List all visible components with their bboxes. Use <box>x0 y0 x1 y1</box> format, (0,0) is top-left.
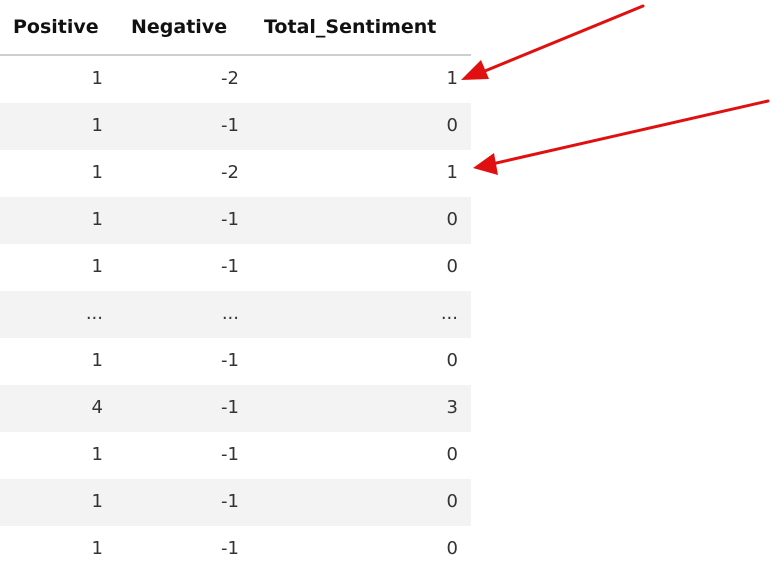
cell-total-sentiment: 0 <box>446 491 458 512</box>
cell-negative: ... <box>221 303 239 324</box>
cell-total-sentiment: 3 <box>446 397 458 418</box>
cell-positive: 1 <box>91 444 103 465</box>
table-row: 1 -1 0 <box>0 197 471 244</box>
cell-total-sentiment: 1 <box>446 68 458 89</box>
cell-positive: 1 <box>91 350 103 371</box>
arrow-1 <box>461 4 645 80</box>
cell-negative: -1 <box>221 397 239 418</box>
table-row: 1 -1 0 <box>0 244 471 291</box>
table-row: 1 -1 0 <box>0 103 471 150</box>
cell-total-sentiment: 0 <box>446 350 458 371</box>
table-header: Positive Negative Total_Sentiment <box>0 0 471 56</box>
cell-total-sentiment: 0 <box>446 444 458 465</box>
table-row: 1 -1 0 <box>0 526 471 573</box>
cell-positive: ... <box>85 303 103 324</box>
cell-total-sentiment: 0 <box>446 256 458 277</box>
cell-negative: -1 <box>221 538 239 559</box>
table-row: 1 -2 1 <box>0 56 471 103</box>
cell-negative: -1 <box>221 444 239 465</box>
table-row: 1 -1 0 <box>0 338 471 385</box>
table-row: 1 -2 1 <box>0 150 471 197</box>
cell-negative: -1 <box>221 115 239 136</box>
table-row-ellipsis: ... ... ... <box>0 291 471 338</box>
cell-positive: 1 <box>91 115 103 136</box>
cell-positive: 1 <box>91 538 103 559</box>
cell-negative: -1 <box>221 256 239 277</box>
cell-negative: -1 <box>221 209 239 230</box>
column-header-total-sentiment: Total_Sentiment <box>264 16 437 38</box>
table-row: 4 -1 3 <box>0 385 471 432</box>
cell-positive: 1 <box>91 68 103 89</box>
cell-positive: 4 <box>91 397 103 418</box>
cell-negative: -1 <box>221 350 239 371</box>
column-header-negative: Negative <box>131 16 228 38</box>
cell-negative: -2 <box>221 162 239 183</box>
cell-total-sentiment: ... <box>440 303 458 324</box>
cell-positive: 1 <box>91 256 103 277</box>
column-header-positive: Positive <box>13 16 99 38</box>
table-row: 1 -1 0 <box>0 479 471 526</box>
cell-positive: 1 <box>91 162 103 183</box>
table-row: 1 -1 0 <box>0 432 471 479</box>
cell-negative: -2 <box>221 68 239 89</box>
cell-total-sentiment: 1 <box>446 162 458 183</box>
cell-total-sentiment: 0 <box>446 538 458 559</box>
cell-total-sentiment: 0 <box>446 209 458 230</box>
cell-positive: 1 <box>91 491 103 512</box>
header-divider <box>0 54 471 56</box>
cell-negative: -1 <box>221 491 239 512</box>
cell-total-sentiment: 0 <box>446 115 458 136</box>
arrow-2 <box>473 99 770 175</box>
dataframe-table: Positive Negative Total_Sentiment 1 -2 1… <box>0 0 471 573</box>
cell-positive: 1 <box>91 209 103 230</box>
